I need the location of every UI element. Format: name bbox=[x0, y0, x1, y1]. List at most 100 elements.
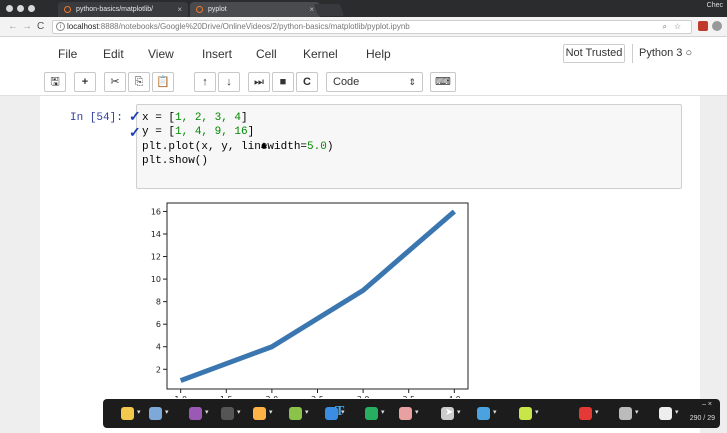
annotation-tool-icon[interactable] bbox=[365, 407, 378, 420]
browser-tab-bar: python-basics/matplotlib/ × pyplot × Che… bbox=[0, 0, 727, 17]
stop-icon: ■ bbox=[279, 76, 287, 88]
tab-close-icon[interactable]: × bbox=[177, 5, 182, 14]
x-tick-label: 2.0 bbox=[266, 395, 279, 398]
annotation-tool-icon[interactable] bbox=[441, 407, 454, 420]
tab-close-icon[interactable]: × bbox=[309, 5, 314, 14]
x-tick-label: 1.5 bbox=[220, 395, 233, 398]
tool-dropdown-icon[interactable]: ▾ bbox=[535, 409, 539, 416]
keyboard-icon: ⌨ bbox=[435, 76, 451, 88]
y-tick-label: 12 bbox=[151, 253, 161, 262]
window-minimize-dot[interactable] bbox=[17, 5, 24, 12]
tool-dropdown-icon[interactable]: ▾ bbox=[381, 409, 385, 416]
insert-cell-button[interactable]: + bbox=[74, 72, 96, 92]
command-palette-button[interactable]: ⌨ bbox=[430, 72, 456, 92]
menu-help[interactable]: Help bbox=[366, 47, 391, 61]
menu-insert[interactable]: Insert bbox=[202, 47, 233, 61]
tool-dropdown-icon[interactable]: ▾ bbox=[237, 409, 241, 416]
move-down-button[interactable]: ↓ bbox=[218, 72, 240, 92]
tool-dropdown-icon[interactable]: ▾ bbox=[269, 409, 273, 416]
code-cell-input[interactable] bbox=[136, 104, 682, 189]
menu-edit[interactable]: Edit bbox=[103, 47, 124, 61]
jupyter-toolbar: 🖫 + ✂ ⎘ 📋 ↑ ↓ ⏭ ■ C Code ⇕ ⌨ bbox=[0, 68, 727, 96]
annotation-tool-icon[interactable] bbox=[477, 407, 490, 420]
tool-dropdown-icon[interactable]: ▾ bbox=[341, 409, 345, 416]
line-chart: 2 4 6 8 10 12 14 16 1.0 1.5 2.0 2.5 3.0 3.5 4.0 bbox=[151, 202, 469, 398]
code-line: plt.plot(x, y, linewidth=5.0) bbox=[142, 141, 334, 153]
menu-kernel[interactable]: Kernel bbox=[303, 47, 338, 61]
window-zoom-dot[interactable] bbox=[28, 5, 35, 12]
arrow-up-icon: ↑ bbox=[202, 76, 208, 88]
annotation-tool-icon[interactable] bbox=[289, 407, 302, 420]
new-tab-button[interactable] bbox=[313, 4, 345, 16]
paste-button[interactable]: 📋 bbox=[152, 72, 174, 92]
restart-button[interactable]: C bbox=[296, 72, 318, 92]
code-line: plt.show() bbox=[142, 155, 209, 167]
window-controls[interactable]: – × bbox=[702, 401, 712, 408]
jupyter-icon bbox=[64, 6, 71, 13]
copy-button[interactable]: ⎘ bbox=[128, 72, 150, 92]
menu-file[interactable]: File bbox=[58, 47, 78, 61]
tool-dropdown-icon[interactable]: ▾ bbox=[635, 409, 639, 416]
annotation-tool-icon[interactable] bbox=[325, 407, 338, 420]
annotation-tool-icon[interactable] bbox=[253, 407, 266, 420]
tool-dropdown-icon[interactable]: ▾ bbox=[457, 409, 461, 416]
extension-icon[interactable] bbox=[698, 21, 708, 31]
code-line: x = [1, 2, 3, 4] bbox=[142, 112, 248, 124]
tab-matplotlib-folder[interactable]: python-basics/matplotlib/ × bbox=[58, 2, 188, 17]
address-bar[interactable]: i localhost:8888/notebooks/Google%20Driv… bbox=[52, 20, 692, 34]
annotation-tool-icon[interactable] bbox=[399, 407, 412, 420]
forward-icon[interactable]: → bbox=[22, 21, 32, 32]
search-icon[interactable]: ⌕ bbox=[662, 22, 667, 31]
pointer-tool-icon[interactable]: ➤ bbox=[445, 407, 454, 418]
tool-dropdown-icon[interactable]: ▾ bbox=[165, 409, 169, 416]
tool-dropdown-icon[interactable]: ▾ bbox=[305, 409, 309, 416]
reload-icon[interactable]: C bbox=[37, 21, 45, 32]
y-tick-label: 2 bbox=[156, 365, 161, 374]
menu-cell[interactable]: Cell bbox=[256, 47, 277, 61]
kernel-status-icon: ○ bbox=[685, 47, 693, 59]
annotation-tool-icon[interactable] bbox=[149, 407, 162, 420]
run-button[interactable]: ⏭ bbox=[248, 72, 270, 92]
tool-dropdown-icon[interactable]: ▾ bbox=[493, 409, 497, 416]
cut-button[interactable]: ✂ bbox=[104, 72, 126, 92]
kernel-indicator[interactable]: Python 3 ○ bbox=[632, 44, 692, 63]
tool-dropdown-icon[interactable]: ▾ bbox=[415, 409, 419, 416]
annotation-tool-icon[interactable] bbox=[121, 407, 134, 420]
x-tick-label: 3.0 bbox=[357, 395, 370, 398]
y-tick-label: 16 bbox=[151, 207, 161, 216]
annotation-tool-icon[interactable] bbox=[519, 407, 532, 420]
menu-view[interactable]: View bbox=[148, 47, 174, 61]
x-tick-label: 3.5 bbox=[402, 395, 415, 398]
tool-dropdown-icon[interactable]: ▾ bbox=[137, 409, 141, 416]
extension-icon[interactable] bbox=[712, 21, 722, 31]
window-close-dot[interactable] bbox=[6, 5, 13, 12]
save-button[interactable]: 🖫 bbox=[44, 72, 66, 92]
jupyter-menu-bar: File Edit View Insert Cell Kernel Help bbox=[0, 38, 727, 68]
cell-type-select[interactable]: Code ⇕ bbox=[326, 72, 423, 92]
y-tick-label: 10 bbox=[151, 275, 161, 284]
arrow-down-icon: ↓ bbox=[226, 76, 232, 88]
tab-pyplot[interactable]: pyplot × bbox=[190, 2, 320, 17]
interrupt-button[interactable]: ■ bbox=[272, 72, 294, 92]
tool-dropdown-icon[interactable]: ▾ bbox=[595, 409, 599, 416]
annotation-tool-icon[interactable] bbox=[221, 407, 234, 420]
info-icon[interactable]: i bbox=[56, 22, 65, 31]
browser-nav-bar: ← → C i localhost:8888/notebooks/Google%… bbox=[0, 17, 727, 37]
annotation-tool-icon[interactable] bbox=[619, 407, 632, 420]
annotation-tool-icon[interactable] bbox=[189, 407, 202, 420]
not-trusted-button[interactable]: Not Trusted bbox=[563, 44, 625, 63]
back-icon[interactable]: ← bbox=[8, 21, 18, 32]
tool-dropdown-icon[interactable]: ▾ bbox=[205, 409, 209, 416]
copy-icon: ⎘ bbox=[134, 76, 144, 88]
annotation-tool-icon[interactable] bbox=[579, 407, 592, 420]
move-up-button[interactable]: ↑ bbox=[194, 72, 216, 92]
select-caret-icon: ⇕ bbox=[408, 77, 416, 87]
page-counter: 290 / 29 bbox=[689, 415, 715, 422]
y-tick-label: 14 bbox=[151, 230, 161, 239]
profile-label[interactable]: Chec bbox=[706, 2, 723, 9]
cell-prompt: In [54]: bbox=[70, 112, 123, 124]
annotation-tool-icon[interactable] bbox=[659, 407, 672, 420]
tool-dropdown-icon[interactable]: ▾ bbox=[675, 409, 679, 416]
star-icon[interactable]: ☆ bbox=[673, 22, 681, 31]
text-tool-icon[interactable]: T bbox=[335, 404, 345, 419]
